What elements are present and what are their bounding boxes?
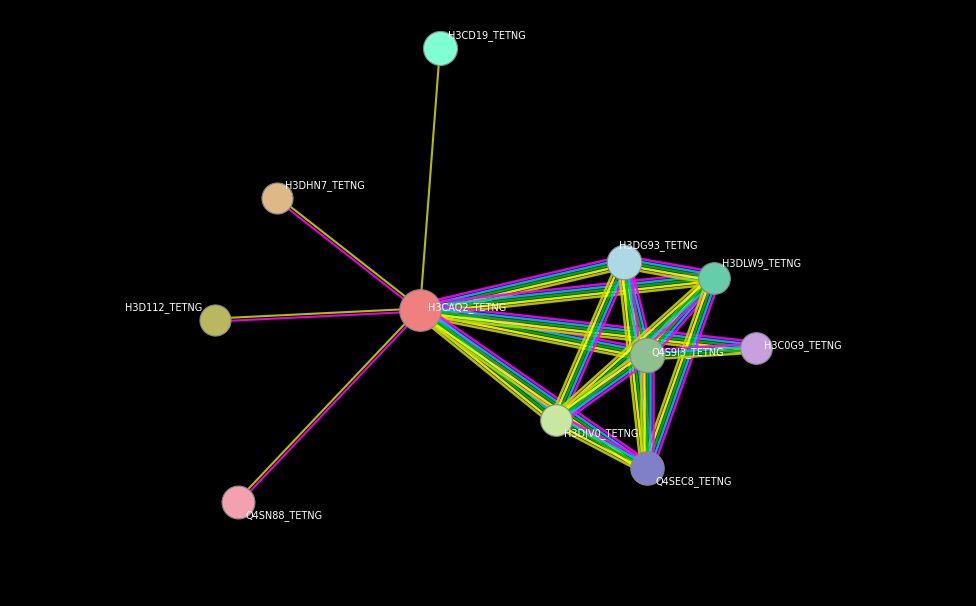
Text: H3C0G9_TETNG: H3C0G9_TETNG — [764, 341, 841, 351]
Text: H3DG93_TETNG: H3DG93_TETNG — [619, 241, 698, 251]
Text: H3DJV0_TETNG: H3DJV0_TETNG — [564, 428, 638, 439]
Point — [707, 273, 722, 283]
Point — [616, 257, 631, 267]
Point — [230, 497, 246, 507]
Point — [639, 463, 655, 473]
Point — [432, 43, 448, 53]
Text: Q4S9I3_TETNG: Q4S9I3_TETNG — [651, 348, 723, 359]
Text: H3D112_TETNG: H3D112_TETNG — [125, 302, 202, 313]
Text: H3CAQ2_TETNG: H3CAQ2_TETNG — [428, 302, 507, 313]
Point — [749, 343, 764, 353]
Text: H3DHN7_TETNG: H3DHN7_TETNG — [285, 181, 365, 191]
Point — [412, 305, 427, 315]
Point — [549, 415, 564, 425]
Point — [269, 193, 285, 203]
Text: H3DLW9_TETNG: H3DLW9_TETNG — [722, 259, 801, 270]
Point — [207, 315, 223, 325]
Point — [639, 350, 655, 360]
Text: H3CD19_TETNG: H3CD19_TETNG — [448, 30, 526, 41]
Text: Q4SN88_TETNG: Q4SN88_TETNG — [246, 510, 323, 521]
Text: Q4SEC8_TETNG: Q4SEC8_TETNG — [655, 476, 731, 487]
